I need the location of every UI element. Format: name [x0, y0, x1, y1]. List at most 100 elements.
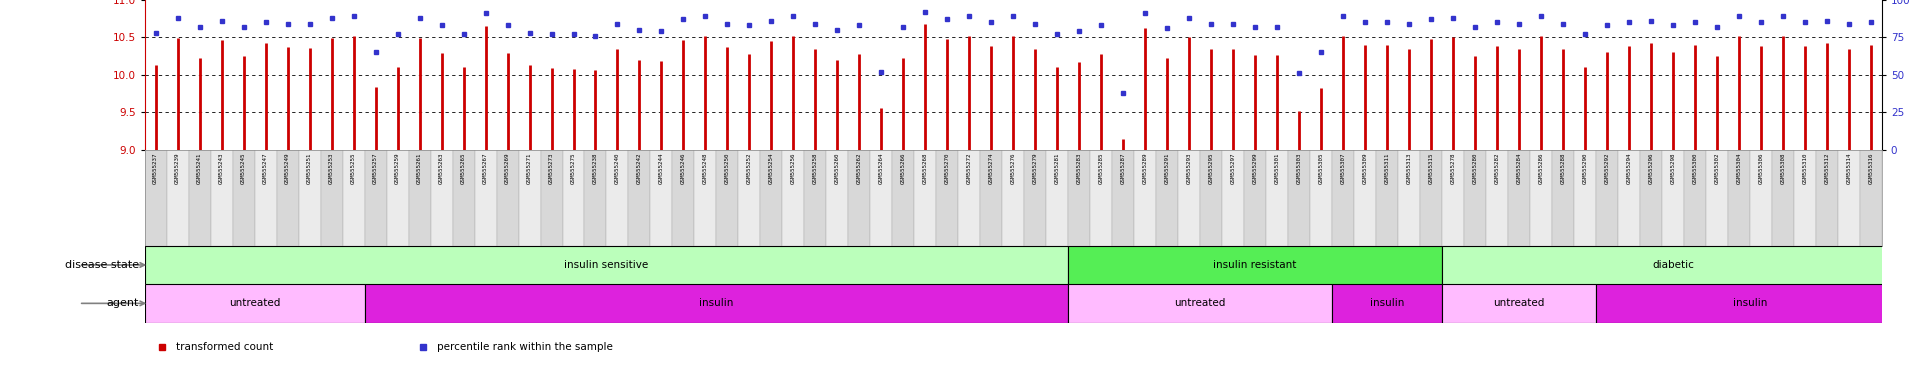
Text: insulin: insulin [1733, 298, 1768, 308]
Bar [1596, 284, 1903, 323]
Bar [1067, 284, 1332, 323]
Text: GSM555259: GSM555259 [396, 152, 400, 184]
Text: GSM555238: GSM555238 [593, 152, 598, 184]
Bar [1442, 246, 1903, 284]
Bar [849, 150, 870, 246]
Text: GSM555242: GSM555242 [637, 152, 643, 184]
Bar [1861, 150, 1882, 246]
Bar [1177, 150, 1200, 246]
Bar [695, 150, 716, 246]
Bar [826, 150, 849, 246]
Bar [1751, 150, 1772, 246]
Text: GSM555250: GSM555250 [726, 152, 730, 184]
Text: insulin: insulin [1370, 298, 1405, 308]
Text: transformed count: transformed count [176, 342, 274, 352]
Bar [782, 150, 805, 246]
Text: GSM555289: GSM555289 [1143, 152, 1148, 184]
Bar [1112, 150, 1135, 246]
Text: GSM555270: GSM555270 [946, 152, 950, 184]
Text: GSM555272: GSM555272 [967, 152, 973, 184]
Text: GSM555285: GSM555285 [1098, 152, 1104, 184]
Bar [1156, 150, 1177, 246]
Text: GSM555253: GSM555253 [330, 152, 334, 184]
Text: GSM555256: GSM555256 [791, 152, 795, 184]
Bar [1245, 150, 1266, 246]
Text: GSM555246: GSM555246 [681, 152, 685, 184]
Text: GSM555276: GSM555276 [1011, 152, 1015, 184]
Text: GSM555266: GSM555266 [901, 152, 905, 184]
Text: GSM555263: GSM555263 [440, 152, 444, 184]
Bar [1442, 284, 1596, 323]
Text: GSM555296: GSM555296 [1648, 152, 1654, 184]
Text: GSM555291: GSM555291 [1164, 152, 1170, 184]
Text: GSM555312: GSM555312 [1824, 152, 1830, 184]
Text: GSM555307: GSM555307 [1341, 152, 1345, 184]
Text: GSM555314: GSM555314 [1847, 152, 1851, 184]
Text: GSM555304: GSM555304 [1737, 152, 1741, 184]
Bar [1002, 150, 1025, 246]
Bar [1420, 150, 1442, 246]
Bar [936, 150, 959, 246]
Bar [1793, 150, 1816, 246]
Text: diabetic: diabetic [1652, 260, 1695, 270]
Bar [1772, 150, 1793, 246]
Text: GSM555282: GSM555282 [1494, 152, 1500, 184]
Text: GSM555264: GSM555264 [878, 152, 884, 184]
Bar [1617, 150, 1640, 246]
Text: GSM555298: GSM555298 [1669, 152, 1675, 184]
Text: GSM555244: GSM555244 [658, 152, 664, 184]
Text: GSM555301: GSM555301 [1274, 152, 1280, 184]
Text: GSM555251: GSM555251 [307, 152, 313, 184]
Bar [959, 150, 980, 246]
Bar [1355, 150, 1376, 246]
Text: GSM555273: GSM555273 [548, 152, 554, 184]
Text: GSM555315: GSM555315 [1428, 152, 1434, 184]
Text: disease state: disease state [66, 260, 139, 270]
Bar [1266, 150, 1287, 246]
Bar [1640, 150, 1662, 246]
Text: GSM555274: GSM555274 [988, 152, 994, 184]
Text: GSM555303: GSM555303 [1297, 152, 1301, 184]
Text: GSM555311: GSM555311 [1384, 152, 1390, 184]
Text: GSM555283: GSM555283 [1077, 152, 1081, 184]
Bar [1552, 150, 1575, 246]
Bar [189, 150, 210, 246]
Bar [1067, 150, 1090, 246]
Text: GSM555252: GSM555252 [747, 152, 753, 184]
Bar [892, 150, 915, 246]
Bar [980, 150, 1002, 246]
Text: GSM555275: GSM555275 [571, 152, 575, 184]
Bar [166, 150, 189, 246]
Text: GSM555280: GSM555280 [1473, 152, 1478, 184]
Text: GSM555239: GSM555239 [176, 152, 179, 184]
Text: insulin sensitive: insulin sensitive [564, 260, 648, 270]
Text: GSM555299: GSM555299 [1253, 152, 1258, 184]
Bar [1530, 150, 1552, 246]
Text: GSM555281: GSM555281 [1054, 152, 1060, 184]
Bar [409, 150, 430, 246]
Text: GSM555271: GSM555271 [527, 152, 533, 184]
Bar [1486, 150, 1507, 246]
Text: GSM555313: GSM555313 [1407, 152, 1411, 184]
Bar [299, 150, 320, 246]
Text: untreated: untreated [1175, 298, 1226, 308]
Text: GSM555268: GSM555268 [923, 152, 928, 184]
Text: GSM555260: GSM555260 [836, 152, 840, 184]
Bar [365, 284, 1067, 323]
Text: GSM555262: GSM555262 [857, 152, 863, 184]
Bar [805, 150, 826, 246]
Text: GSM555297: GSM555297 [1231, 152, 1235, 184]
Text: GSM555247: GSM555247 [262, 152, 268, 184]
Text: GSM555245: GSM555245 [241, 152, 247, 184]
Bar [1683, 150, 1706, 246]
Bar [650, 150, 672, 246]
Bar [672, 150, 695, 246]
Bar [1200, 150, 1222, 246]
Text: GSM555294: GSM555294 [1627, 152, 1631, 184]
Text: GSM555286: GSM555286 [1538, 152, 1544, 184]
Bar [1727, 150, 1751, 246]
Text: untreated: untreated [230, 298, 280, 308]
Text: GSM555240: GSM555240 [616, 152, 620, 184]
Text: GSM555316: GSM555316 [1868, 152, 1874, 184]
Text: GSM555254: GSM555254 [768, 152, 774, 184]
